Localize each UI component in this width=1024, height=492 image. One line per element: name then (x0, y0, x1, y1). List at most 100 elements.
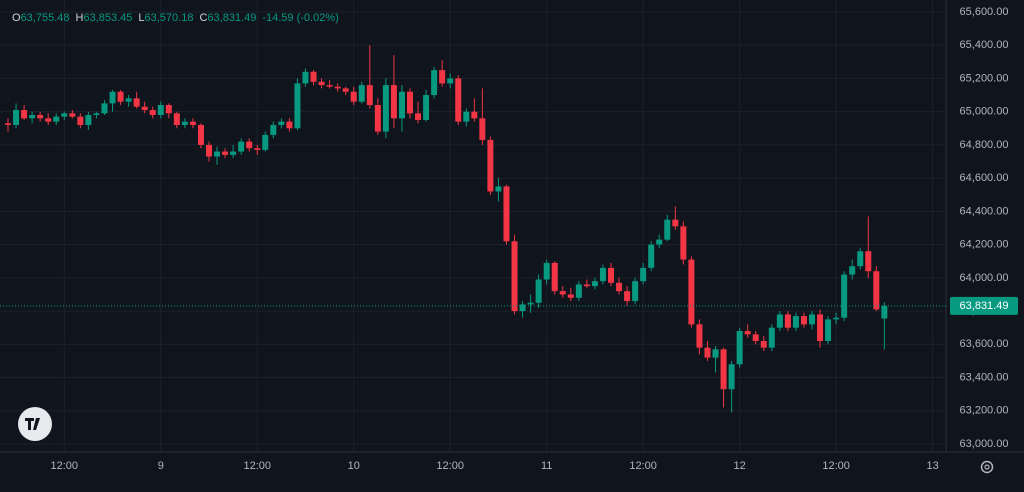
candle-body (511, 241, 518, 312)
candle-body (841, 274, 848, 318)
candle-body (270, 124, 277, 135)
candle-body (101, 103, 108, 114)
y-tick-label: 63,600.00 (960, 338, 1009, 350)
tv-logo (18, 407, 52, 441)
ohlc-letter: C (199, 12, 207, 24)
candle-body (398, 91, 405, 119)
ohlc-value: 63,570.18 (145, 12, 194, 24)
candle-body (752, 334, 759, 341)
y-tick-label: 65,400.00 (960, 39, 1009, 51)
candle-body (463, 111, 470, 122)
candle-body (527, 302, 534, 305)
candle-body (439, 70, 446, 84)
candle-body (849, 266, 856, 275)
y-tick-label: 64,600.00 (960, 172, 1009, 184)
candle-body (149, 110, 156, 115)
last-price-label: 63,831.49 (960, 300, 1009, 312)
candle-body (535, 279, 542, 303)
candle-body (5, 123, 11, 125)
candle-body (680, 226, 687, 260)
settings-ring[interactable] (980, 460, 994, 474)
candle-body (109, 91, 116, 104)
candle-body (616, 282, 623, 292)
candle-body (712, 349, 719, 358)
candle-body (503, 186, 510, 242)
candle-body (366, 85, 373, 106)
candle-body (809, 314, 815, 325)
candle-body (479, 118, 486, 140)
candle-body (29, 114, 36, 119)
candle-body (230, 151, 237, 155)
candle-body (760, 340, 767, 348)
ohlc-letter: H (76, 12, 84, 24)
y-tick-label: 64,800.00 (960, 139, 1009, 151)
candle-body (254, 148, 261, 150)
candle-body (423, 95, 430, 120)
candle-body (278, 121, 285, 125)
candle-body (382, 85, 389, 132)
x-tick-label: 12:00 (51, 460, 79, 472)
candle-body (45, 118, 52, 122)
candle-body (61, 113, 68, 117)
candle-body (197, 124, 204, 145)
candle-body (704, 347, 711, 358)
x-tick-label: 13 (926, 460, 938, 472)
y-tick-label: 65,200.00 (960, 72, 1009, 84)
x-tick-label: 11 (541, 460, 552, 472)
candle-body (125, 98, 132, 102)
x-tick-label: 9 (158, 460, 164, 472)
candle-body (744, 331, 751, 335)
candle-body (69, 113, 76, 117)
candle-body (326, 85, 333, 87)
candle-body (776, 314, 783, 328)
settings-icon[interactable] (980, 460, 994, 474)
candle-body (519, 304, 526, 312)
candle-body (543, 262, 550, 280)
candle-body (583, 284, 590, 287)
ohlc-value: 63,831.49 (207, 12, 256, 24)
candle-body (206, 144, 212, 157)
candle-body (310, 71, 317, 82)
candle-body (487, 139, 494, 192)
last-price-box (950, 296, 1018, 315)
candle-body (575, 284, 582, 298)
ohlc-legend: O63,755.48 H63,853.45 L63,570.18 C63,831.49… (12, 12, 339, 24)
x-tick-label: 10 (348, 460, 360, 472)
ohlc-change: -14.59 (-0.02%) (262, 12, 338, 24)
candle-body (37, 114, 44, 119)
candle-body (390, 85, 397, 119)
candle-body (632, 281, 639, 302)
y-tick-label: 63,000.00 (960, 438, 1009, 450)
candle-body (728, 364, 735, 390)
candle-body (77, 116, 84, 125)
candle-body (431, 70, 438, 96)
x-tick-label: 12:00 (629, 460, 657, 472)
candle-body (133, 98, 140, 107)
ohlc-letter: O (12, 12, 21, 24)
candle-body (792, 316, 799, 328)
ohlc-value: 63,755.48 (21, 12, 70, 24)
candle-body (358, 85, 365, 102)
y-tick-label: 64,400.00 (960, 205, 1009, 217)
candle-body (825, 319, 832, 341)
candle-body (495, 186, 502, 192)
candle-body (648, 244, 655, 268)
candle-body (672, 219, 679, 227)
candle-body (165, 105, 172, 114)
candle-body (591, 281, 598, 287)
candle-body (189, 121, 196, 125)
y-tick-label: 64,200.00 (960, 239, 1009, 251)
candle-body (85, 114, 92, 125)
candle-body (117, 91, 124, 102)
candle-body (873, 271, 880, 310)
candle-body (817, 314, 824, 341)
candle-body (407, 91, 413, 114)
candle-body (93, 113, 100, 115)
candle-body (696, 324, 703, 348)
candle-body (53, 116, 60, 122)
settings-hub[interactable] (984, 464, 990, 470)
candle-body (857, 251, 864, 267)
candle-body (294, 83, 301, 129)
candle-body (608, 267, 614, 283)
